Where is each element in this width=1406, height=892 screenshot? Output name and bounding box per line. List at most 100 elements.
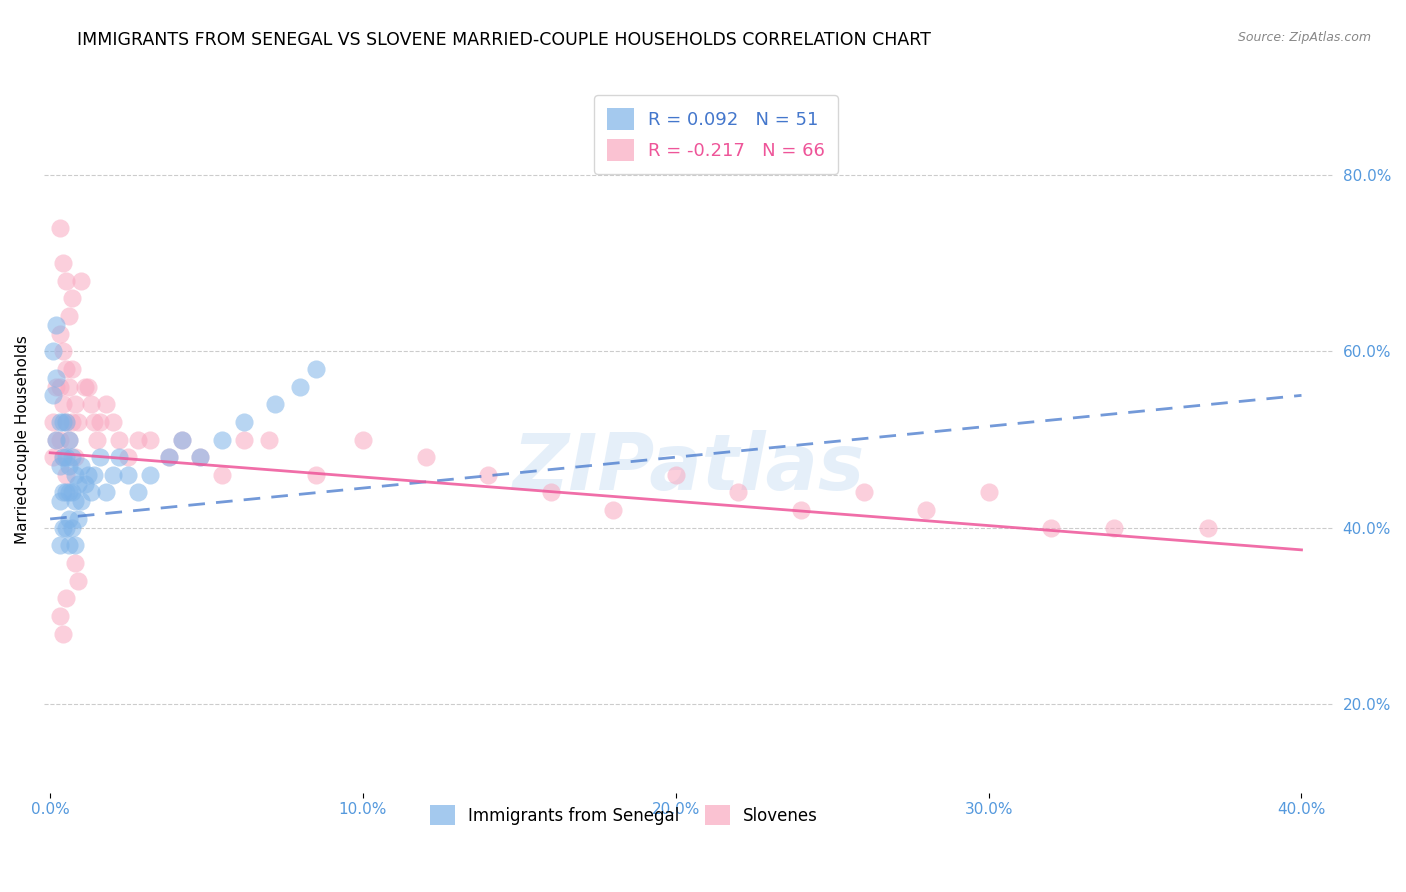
Point (96, 485, 118, 500)
Point (55, 415, 77, 429)
Point (48, 415, 70, 429)
Point (852, 485, 875, 500)
Point (52, 521, 75, 535)
Point (89, 415, 111, 429)
Point (188, 450, 211, 465)
Point (70, 494, 93, 508)
Text: IMMIGRANTS FROM SENEGAL VS SLOVENE MARRIED-COUPLE HOUSEHOLDS CORRELATION CHART: IMMIGRANTS FROM SENEGAL VS SLOVENE MARRI… (77, 31, 931, 49)
Point (264, 397, 287, 411)
Point (52, 397, 75, 411)
Point (790, 503, 813, 517)
Point (63, 538, 86, 552)
Point (1102, 521, 1125, 535)
Point (80, 485, 103, 500)
Point (63, 467, 86, 482)
Point (96, 397, 118, 411)
Point (67, 415, 90, 429)
Point (48, 494, 70, 508)
Point (55, 450, 77, 465)
Point (540, 485, 562, 500)
Point (45, 433, 67, 447)
Point (73, 379, 96, 393)
Point (52, 415, 75, 429)
Point (1040, 521, 1063, 535)
Text: Source: ZipAtlas.com: Source: ZipAtlas.com (1237, 31, 1371, 45)
Point (170, 433, 193, 447)
Point (127, 433, 149, 447)
Point (55, 591, 77, 606)
Point (45, 433, 67, 447)
Point (233, 415, 256, 429)
Point (55, 467, 77, 482)
Point (48, 458, 70, 473)
Point (60, 450, 83, 465)
Point (211, 467, 233, 482)
Point (55, 485, 77, 500)
Point (67, 476, 90, 491)
Point (63, 397, 86, 411)
Point (101, 467, 124, 482)
Point (52, 485, 75, 500)
Point (63, 494, 86, 508)
Point (101, 415, 124, 429)
Point (70, 458, 93, 473)
Point (42, 344, 65, 359)
Point (45, 370, 67, 384)
Point (157, 450, 180, 465)
Point (70, 274, 93, 288)
Point (257, 433, 280, 447)
Point (60, 485, 83, 500)
Point (58, 433, 80, 447)
Point (63, 556, 86, 570)
Point (58, 379, 80, 393)
Point (305, 467, 328, 482)
Point (139, 433, 162, 447)
Point (83, 415, 105, 429)
Point (290, 379, 312, 393)
Point (117, 450, 139, 465)
Point (42, 415, 65, 429)
Point (76, 379, 98, 393)
Point (58, 309, 80, 323)
Point (352, 433, 374, 447)
Point (52, 626, 75, 640)
Point (52, 344, 75, 359)
Point (48, 609, 70, 624)
Point (67, 574, 90, 588)
Point (58, 458, 80, 473)
Point (60, 362, 83, 376)
Point (55, 415, 77, 429)
Point (48, 538, 70, 552)
Point (48, 433, 70, 447)
Point (170, 433, 193, 447)
Point (58, 433, 80, 447)
Y-axis label: Married-couple Households: Married-couple Households (15, 335, 30, 544)
Point (60, 521, 83, 535)
Point (89, 450, 111, 465)
Point (42, 388, 65, 402)
Point (67, 512, 90, 526)
Point (83, 467, 105, 482)
Point (60, 291, 83, 305)
Point (127, 485, 149, 500)
Point (52, 450, 75, 465)
Point (415, 450, 437, 465)
Point (45, 379, 67, 393)
Point (477, 467, 499, 482)
Point (1197, 521, 1219, 535)
Point (48, 220, 70, 235)
Point (211, 433, 233, 447)
Point (80, 397, 103, 411)
Point (52, 256, 75, 270)
Point (63, 450, 86, 465)
Point (188, 450, 211, 465)
Point (60, 415, 83, 429)
Point (86, 433, 108, 447)
Point (139, 467, 162, 482)
Text: ZIPatlas: ZIPatlas (512, 430, 865, 506)
Point (117, 467, 139, 482)
Point (52, 450, 75, 465)
Point (58, 538, 80, 552)
Point (76, 467, 98, 482)
Point (602, 503, 624, 517)
